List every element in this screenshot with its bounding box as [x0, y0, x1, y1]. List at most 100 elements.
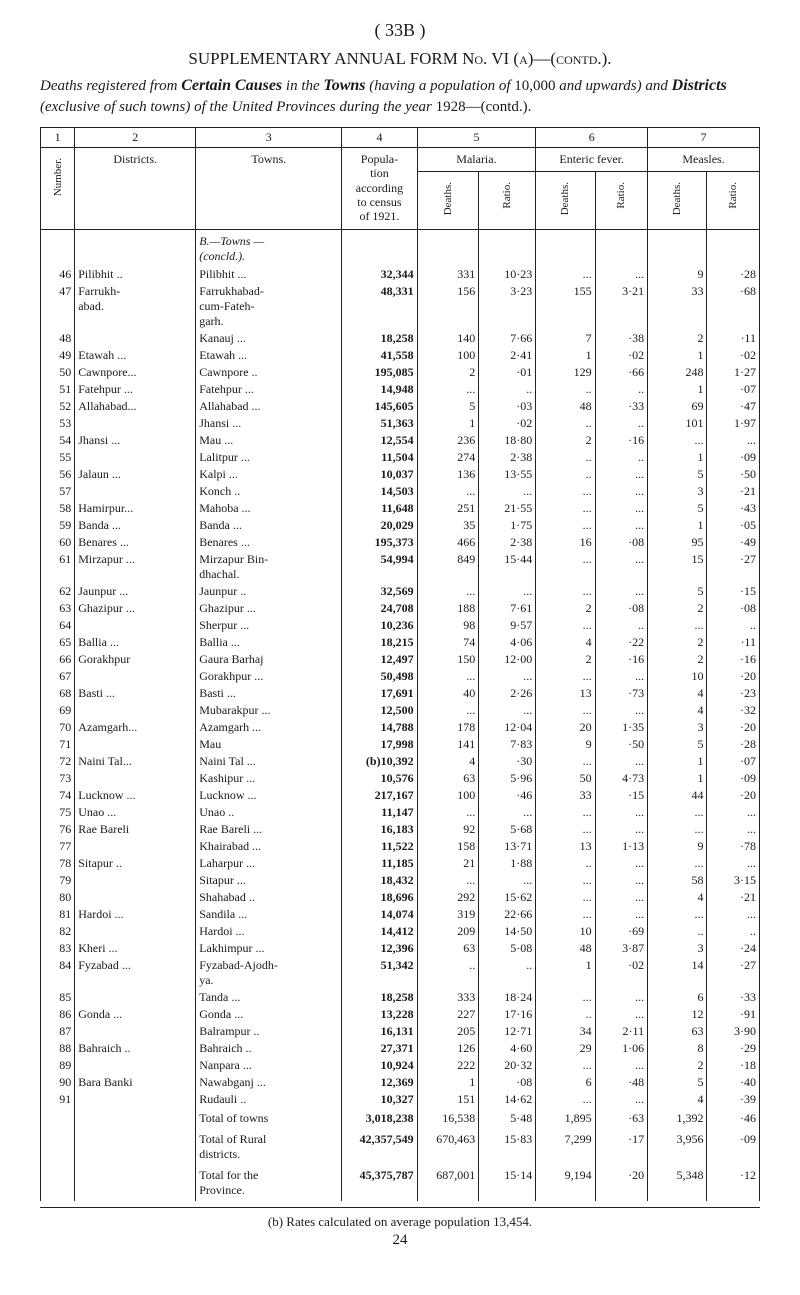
table-row: 57Konch ..14,503............3·21: [41, 483, 760, 500]
row-enteric-deaths: ...: [536, 906, 595, 923]
totals-enteric-deaths: 7,299: [536, 1129, 595, 1165]
row-number: 58: [41, 500, 75, 517]
row-enteric-deaths: 33: [536, 787, 595, 804]
col-population: Popula- tion according to census of 1921…: [342, 147, 417, 229]
blank-cell: [41, 1108, 75, 1129]
row-enteric-deaths: ...: [536, 702, 595, 719]
row-enteric-deaths: ..: [536, 449, 595, 466]
table-row: 48Kanauj ...18,2581407·667·382·11: [41, 330, 760, 347]
row-enteric-ratio: ·69: [595, 923, 647, 940]
table-row: 60Benares ...Benares ...195,3734662·3816…: [41, 534, 760, 551]
col-towns: Towns.: [196, 147, 342, 229]
row-town: Basti ...: [196, 685, 342, 702]
row-enteric-deaths: ...: [536, 617, 595, 634]
blank-cell: [479, 230, 536, 267]
row-district: [75, 668, 196, 685]
row-enteric-deaths: 6: [536, 1074, 595, 1091]
row-number: 75: [41, 804, 75, 821]
row-town: Balrampur ..: [196, 1023, 342, 1040]
row-measles-ratio: ·29: [707, 1040, 760, 1057]
row-measles-ratio: ·78: [707, 838, 760, 855]
row-enteric-deaths: 50: [536, 770, 595, 787]
table-row: 56Jalaun ...Kalpi ...10,03713613·55.....…: [41, 466, 760, 483]
row-enteric-deaths: 16: [536, 534, 595, 551]
row-measles-deaths: 69: [648, 398, 707, 415]
row-malaria-deaths: 849: [417, 551, 479, 583]
row-town: Khairabad ...: [196, 838, 342, 855]
sub-deaths-1: Deaths.: [442, 176, 454, 221]
row-district: Fatehpur ...: [75, 381, 196, 398]
row-population: 41,558: [342, 347, 417, 364]
row-measles-ratio: ·11: [707, 330, 760, 347]
page-marker: ( 33B ): [40, 20, 760, 41]
row-enteric-deaths: 9: [536, 736, 595, 753]
row-measles-deaths: 5: [648, 466, 707, 483]
sub-ratio-1: Ratio.: [501, 176, 513, 215]
row-malaria-deaths: 100: [417, 347, 479, 364]
blank-cell: [75, 1165, 196, 1201]
table-row: 85Tanda ...18,25833318·24......6·33: [41, 989, 760, 1006]
table-row: 87Balrampur ..16,13120512·71342·11633·90: [41, 1023, 760, 1040]
row-district: [75, 449, 196, 466]
row-measles-ratio: ·91: [707, 1006, 760, 1023]
row-malaria-ratio: 4·60: [479, 1040, 536, 1057]
row-measles-deaths: 5: [648, 500, 707, 517]
row-population: 10,576: [342, 770, 417, 787]
row-town: Fyzabad-Ajodh- ya.: [196, 957, 342, 989]
table-row: 82Hardoi ...14,41220914·5010·69....: [41, 923, 760, 940]
row-number: 72: [41, 753, 75, 770]
sub-deaths-2: Deaths.: [559, 176, 571, 221]
totals-row: Total of Rural districts.42,357,549670,4…: [41, 1129, 760, 1165]
row-number: 46: [41, 266, 75, 283]
table-row: 47Farrukh- abad.Farrukhabad- cum-Fateh- …: [41, 283, 760, 330]
totals-label: Total for the Province.: [196, 1165, 342, 1201]
row-town: Mirzapur Bin- dhachal.: [196, 551, 342, 583]
row-town: Lucknow ...: [196, 787, 342, 804]
row-district: Bara Banki: [75, 1074, 196, 1091]
row-town: Mau: [196, 736, 342, 753]
row-enteric-deaths: 2: [536, 432, 595, 449]
row-enteric-ratio: 1·35: [595, 719, 647, 736]
row-enteric-deaths: 2: [536, 651, 595, 668]
row-measles-deaths: 4: [648, 889, 707, 906]
col-enteric: Enteric fever.: [536, 147, 648, 171]
row-district: Sitapur ..: [75, 855, 196, 872]
row-measles-ratio: ·11: [707, 634, 760, 651]
row-number: 78: [41, 855, 75, 872]
row-measles-ratio: ·21: [707, 483, 760, 500]
totals-row: Total for the Province.45,375,787687,001…: [41, 1165, 760, 1201]
row-enteric-deaths: 4: [536, 634, 595, 651]
table-row: 52Allahabad...Allahabad ...145,6055·0348…: [41, 398, 760, 415]
row-malaria-deaths: 151: [417, 1091, 479, 1108]
row-measles-deaths: 8: [648, 1040, 707, 1057]
row-measles-ratio: ·27: [707, 551, 760, 583]
row-population: 14,948: [342, 381, 417, 398]
row-town: Cawnpore ..: [196, 364, 342, 381]
row-district: [75, 483, 196, 500]
row-measles-ratio: ·16: [707, 651, 760, 668]
row-enteric-deaths: ...: [536, 872, 595, 889]
col-districts: Districts.: [75, 147, 196, 229]
row-enteric-ratio: ·22: [595, 634, 647, 651]
row-malaria-deaths: 236: [417, 432, 479, 449]
row-measles-ratio: ·28: [707, 266, 760, 283]
row-enteric-ratio: ...: [595, 1006, 647, 1023]
row-number: 62: [41, 583, 75, 600]
row-town: Ghazipur ...: [196, 600, 342, 617]
col-malaria-ratio: Ratio.: [479, 171, 536, 229]
row-population: 10,236: [342, 617, 417, 634]
totals-enteric-deaths: 1,895: [536, 1108, 595, 1129]
table-row: 66GorakhpurGaura Barhaj12,49715012·002·1…: [41, 651, 760, 668]
row-malaria-deaths: 100: [417, 787, 479, 804]
table-row: 64Sherpur ...10,236989·57..........: [41, 617, 760, 634]
blank-cell: [648, 230, 707, 267]
row-enteric-ratio: ...: [595, 500, 647, 517]
row-enteric-deaths: ...: [536, 989, 595, 1006]
col-group-7: 7: [648, 127, 760, 147]
row-number: 85: [41, 989, 75, 1006]
row-town: Farrukhabad- cum-Fateh- garh.: [196, 283, 342, 330]
row-number: 49: [41, 347, 75, 364]
row-measles-deaths: 3: [648, 719, 707, 736]
table-row: 73Kashipur ...10,576635·96504·731·09: [41, 770, 760, 787]
row-population: 11,147: [342, 804, 417, 821]
